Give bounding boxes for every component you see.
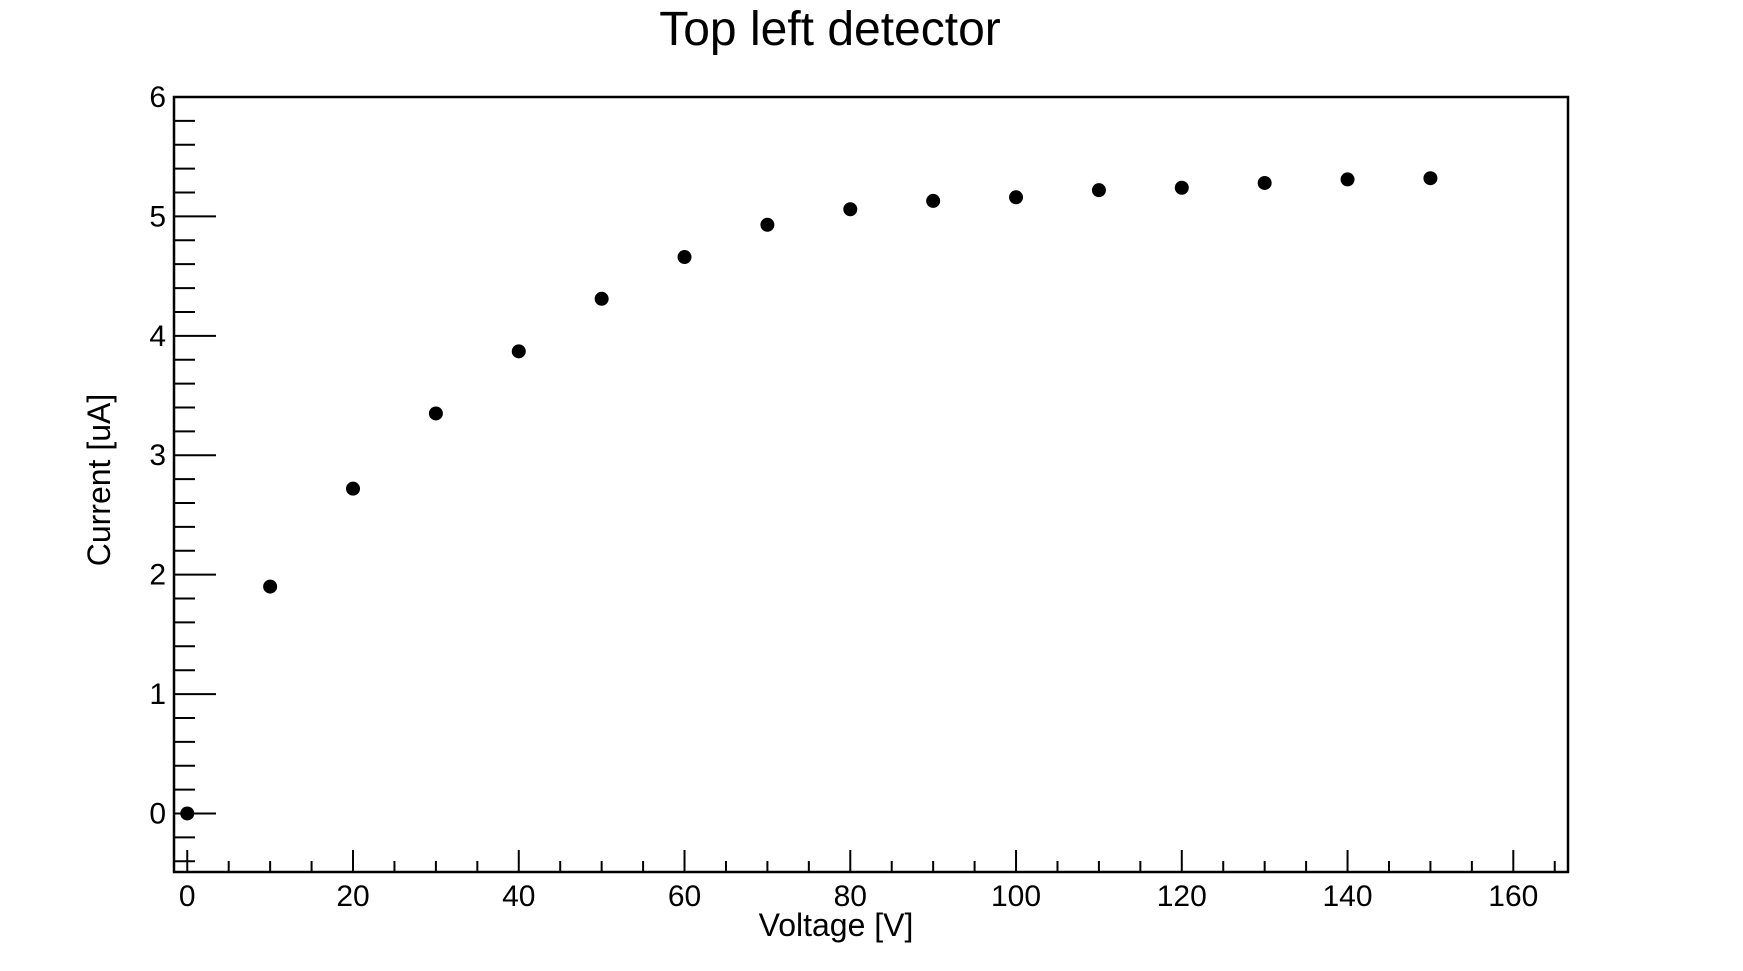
y-tick-label: 4 — [149, 320, 166, 353]
x-tick-label: 100 — [991, 880, 1041, 913]
data-point — [428, 406, 443, 421]
data-point — [1257, 175, 1272, 190]
y-tick-label: 1 — [149, 678, 166, 711]
x-axis-title: Voltage [V] — [759, 907, 914, 943]
axis-ticks — [174, 96, 1556, 872]
data-point — [926, 193, 941, 208]
data-points — [180, 171, 1438, 821]
data-point — [511, 344, 526, 359]
y-axis-title: Current [uA] — [81, 394, 117, 567]
x-tick-label: 80 — [834, 880, 867, 913]
data-point — [263, 579, 278, 594]
y-tick-label: 0 — [149, 797, 166, 830]
y-tick-label: 3 — [149, 439, 166, 472]
x-tick-label: 0 — [179, 880, 196, 913]
x-tick-label: 20 — [336, 880, 369, 913]
data-point — [1009, 190, 1024, 205]
x-tick-label: 60 — [668, 880, 701, 913]
data-point — [594, 291, 609, 306]
y-tick-label: 6 — [149, 81, 166, 114]
x-tick-label: 140 — [1323, 880, 1373, 913]
axis-tick-labels: 0 20 40 60 80 100 120 140 160 0 1 2 3 4 5 6 — [149, 81, 1538, 913]
data-point — [1340, 172, 1355, 187]
chart-title: Top left detector — [659, 3, 1001, 56]
data-point — [760, 217, 775, 232]
data-point — [677, 250, 692, 265]
plot-frame — [172, 95, 1570, 874]
x-tick-label: 40 — [502, 880, 535, 913]
x-tick-label: 160 — [1488, 880, 1538, 913]
data-point — [843, 202, 858, 217]
x-tick-label: 120 — [1157, 880, 1207, 913]
data-point — [1423, 171, 1438, 186]
data-point — [346, 481, 361, 496]
data-point — [180, 806, 195, 821]
data-point — [1091, 183, 1106, 198]
y-tick-label: 2 — [149, 559, 166, 592]
y-tick-label: 5 — [149, 200, 166, 233]
data-point — [1174, 180, 1189, 195]
